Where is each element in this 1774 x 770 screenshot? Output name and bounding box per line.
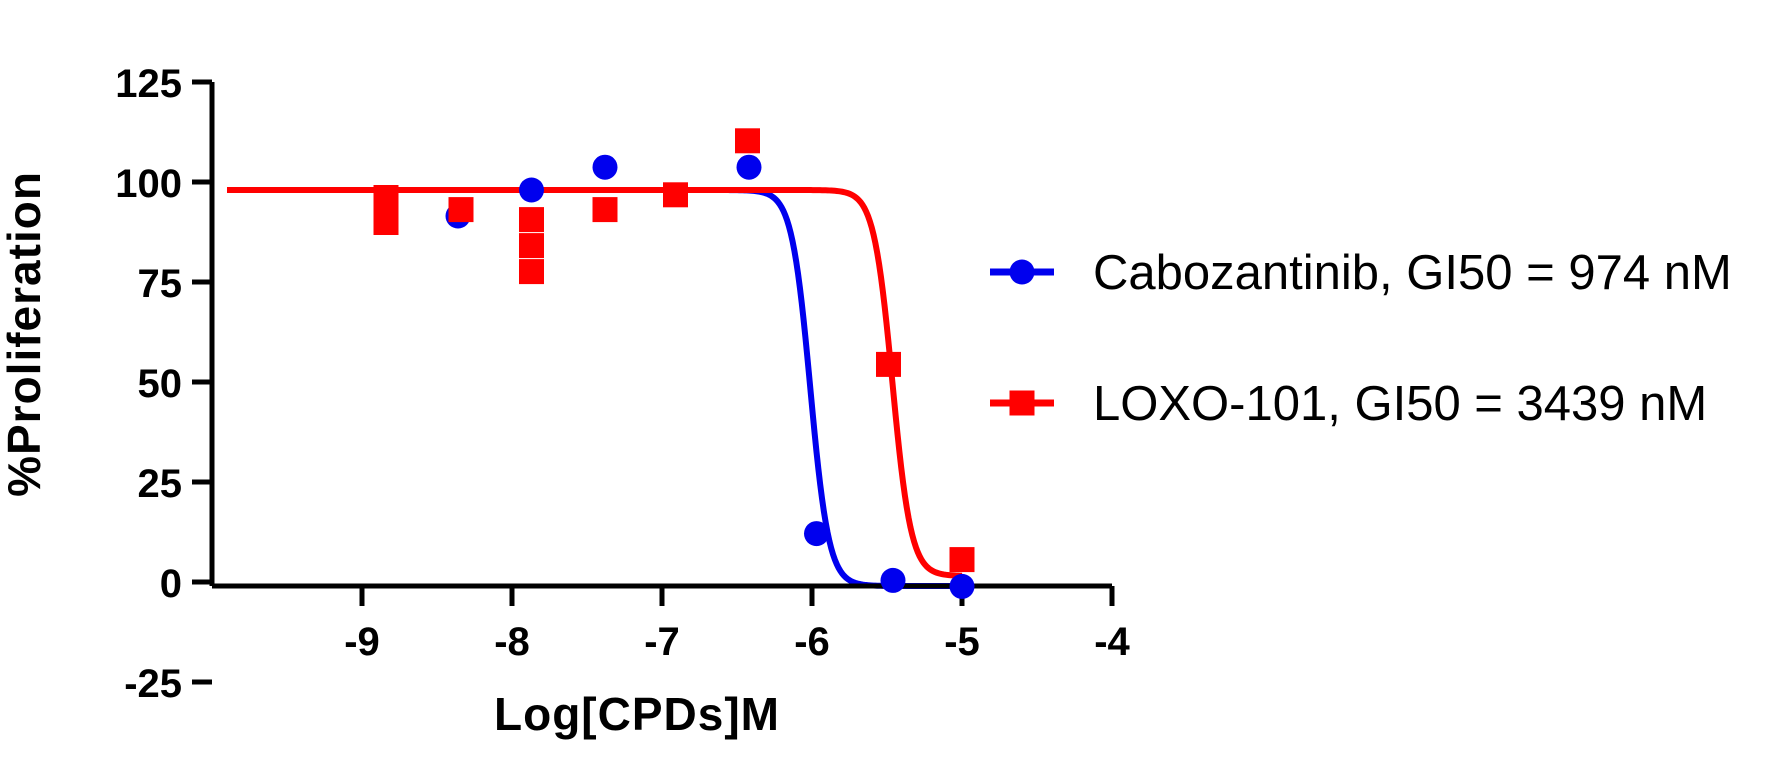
svg-text:-8: -8 (494, 620, 530, 664)
svg-text:-5: -5 (944, 620, 980, 664)
svg-text:0: 0 (160, 562, 182, 606)
svg-text:125: 125 (115, 62, 182, 106)
svg-text:100: 100 (115, 162, 182, 206)
svg-text:50: 50 (138, 362, 183, 406)
svg-text:75: 75 (138, 262, 183, 306)
svg-text:-6: -6 (794, 620, 830, 664)
svg-text:-25: -25 (124, 662, 182, 706)
svg-text:LOXO-101, GI50 = 3439 nM: LOXO-101, GI50 = 3439 nM (1093, 377, 1707, 431)
svg-text:Log[CPDs]M: Log[CPDs]M (494, 688, 780, 740)
svg-text:-9: -9 (344, 620, 380, 664)
svg-text:%Proliferation: %Proliferation (0, 171, 50, 497)
svg-text:-7: -7 (644, 620, 680, 664)
svg-text:-4: -4 (1094, 620, 1130, 664)
svg-text:25: 25 (138, 462, 183, 506)
svg-text:Cabozantinib, GI50 = 974 nM: Cabozantinib, GI50 = 974 nM (1093, 246, 1732, 300)
